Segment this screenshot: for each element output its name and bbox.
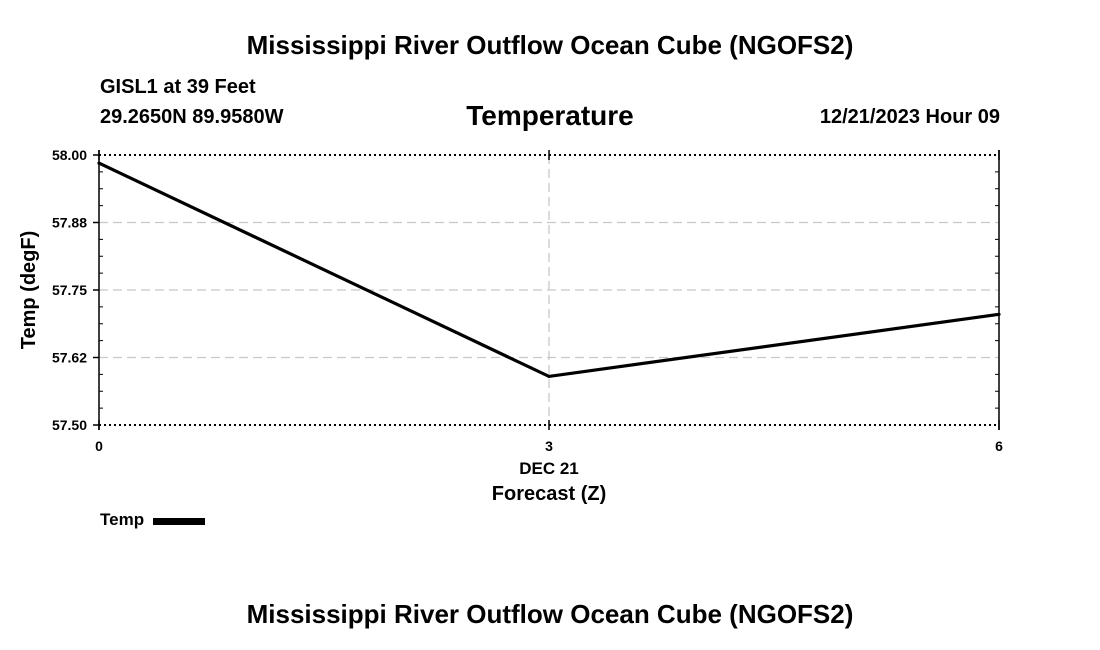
data-point [97, 161, 101, 165]
x-date-label: DEC 21 [519, 459, 579, 478]
legend: Temp [100, 510, 206, 530]
legend-line-swatch [153, 518, 206, 525]
chart-title: Temperature [466, 100, 634, 131]
x-axis-title: Forecast (Z) [492, 483, 606, 505]
legend-label: Temp [100, 510, 145, 529]
footer-title: Mississippi River Outflow Ocean Cube (NG… [246, 599, 854, 629]
x-tick-label: 3 [545, 438, 553, 454]
forecast-datetime: 12/21/2023 Hour 09 [819, 106, 1000, 128]
y-tick-label: 57.50 [52, 417, 87, 433]
y-axis-title: Temp (degF) [18, 231, 40, 350]
data-point [997, 312, 1001, 316]
x-tick-label: 6 [995, 438, 1003, 454]
y-tick-label: 57.62 [52, 350, 87, 366]
station-label: GISL1 at 39 Feet [100, 76, 256, 98]
main-title: Mississippi River Outflow Ocean Cube (NG… [246, 30, 854, 60]
y-tick-label: 57.75 [52, 282, 87, 298]
x-tick-label: 0 [95, 438, 103, 454]
y-tick-label: 58.00 [52, 147, 87, 163]
data-point [547, 374, 551, 378]
station-coordinates: 29.2650N 89.9580W [100, 106, 284, 128]
y-tick-label: 57.88 [52, 215, 87, 231]
